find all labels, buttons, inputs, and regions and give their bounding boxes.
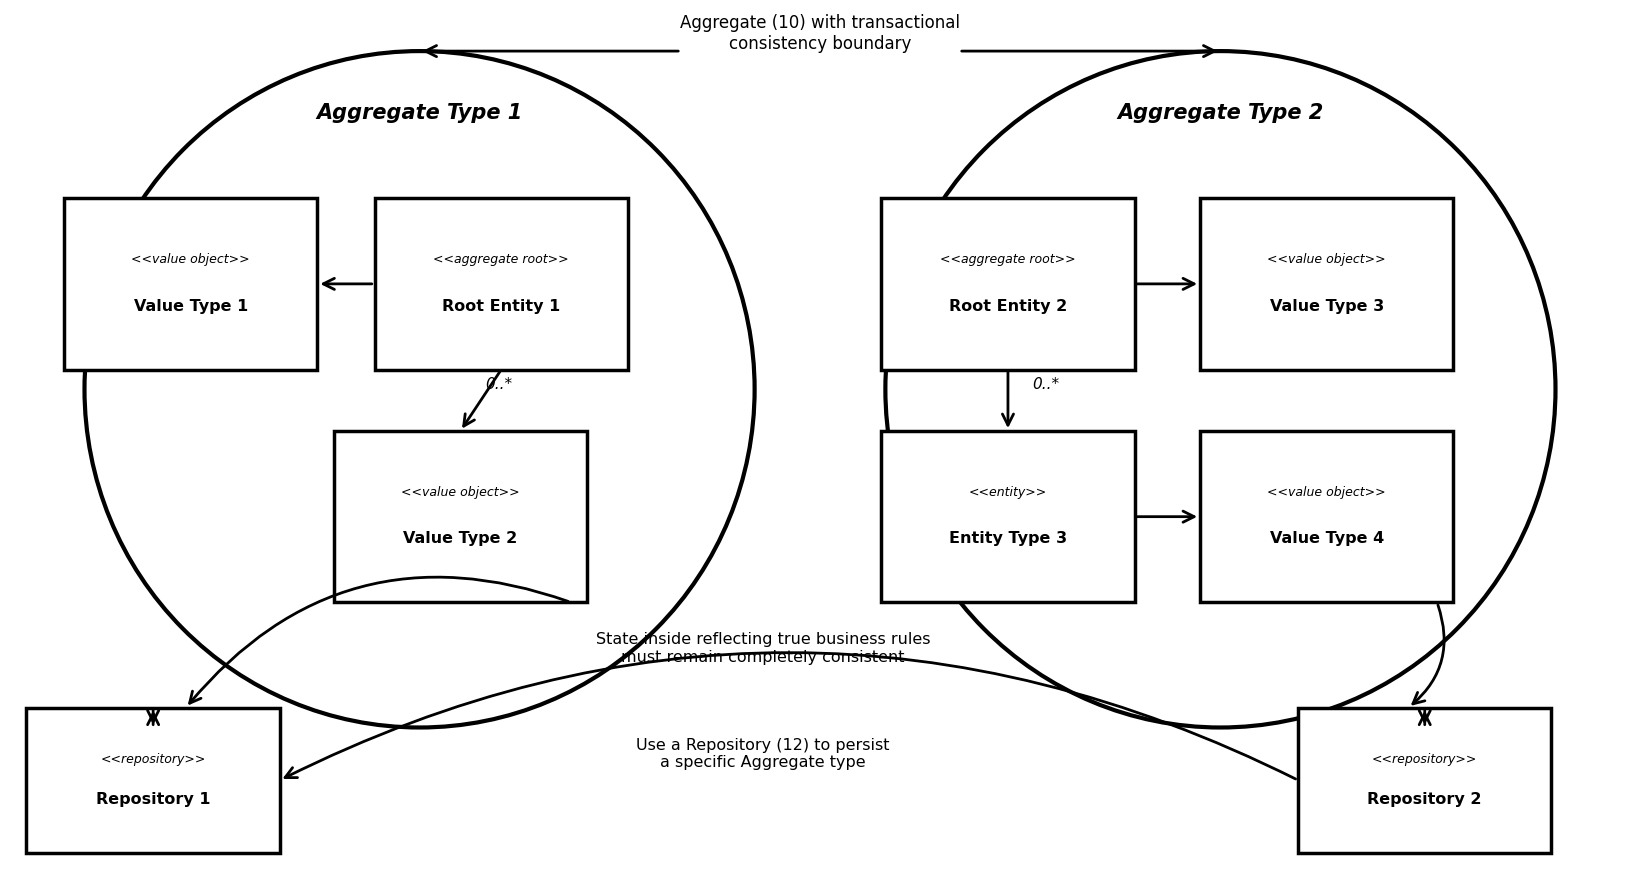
FancyBboxPatch shape <box>26 708 280 853</box>
Text: Value Type 3: Value Type 3 <box>1269 299 1383 314</box>
Ellipse shape <box>885 51 1554 728</box>
FancyBboxPatch shape <box>334 431 587 602</box>
Text: Entity Type 3: Entity Type 3 <box>949 531 1067 546</box>
Text: Value Type 4: Value Type 4 <box>1269 531 1383 546</box>
Text: <<value object>>: <<value object>> <box>1267 486 1385 499</box>
Text: Aggregate Type 2: Aggregate Type 2 <box>1116 103 1323 123</box>
Text: <<value object>>: <<value object>> <box>1267 254 1385 266</box>
Ellipse shape <box>85 51 754 728</box>
Text: 0..*: 0..* <box>485 377 511 392</box>
Text: <<entity>>: <<entity>> <box>969 486 1046 499</box>
Text: <<repository>>: <<repository>> <box>1372 753 1477 766</box>
Text: <<value object>>: <<value object>> <box>131 254 249 266</box>
Text: Root Entity 2: Root Entity 2 <box>949 299 1067 314</box>
Text: Root Entity 1: Root Entity 1 <box>443 299 561 314</box>
Text: Aggregate Type 1: Aggregate Type 1 <box>316 103 523 123</box>
FancyBboxPatch shape <box>374 198 628 370</box>
FancyBboxPatch shape <box>880 431 1134 602</box>
Text: <<repository>>: <<repository>> <box>100 753 207 766</box>
Text: State inside reflecting true business rules
must remain completely consistent: State inside reflecting true business ru… <box>595 632 929 665</box>
FancyBboxPatch shape <box>1298 708 1550 853</box>
FancyBboxPatch shape <box>880 198 1134 370</box>
Text: <<aggregate root>>: <<aggregate root>> <box>939 254 1075 266</box>
Text: Value Type 2: Value Type 2 <box>403 531 518 546</box>
Text: Repository 2: Repository 2 <box>1367 791 1482 806</box>
Text: <<aggregate root>>: <<aggregate root>> <box>433 254 569 266</box>
FancyBboxPatch shape <box>64 198 318 370</box>
Text: Repository 1: Repository 1 <box>95 791 210 806</box>
FancyBboxPatch shape <box>1200 198 1452 370</box>
Text: Use a Repository (12) to persist
a specific Aggregate type: Use a Repository (12) to persist a speci… <box>636 737 888 770</box>
Text: <<value object>>: <<value object>> <box>402 486 520 499</box>
Text: Aggregate (10) with transactional
consistency boundary: Aggregate (10) with transactional consis… <box>680 14 959 53</box>
Text: 0..*: 0..* <box>1033 377 1059 392</box>
FancyBboxPatch shape <box>1200 431 1452 602</box>
Text: Value Type 1: Value Type 1 <box>133 299 247 314</box>
